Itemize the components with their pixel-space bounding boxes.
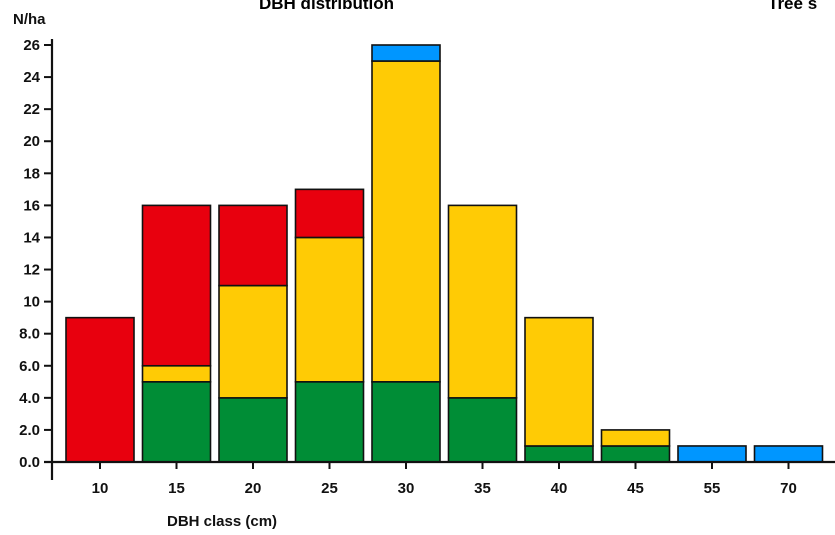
bar-segment-40-1 [524,316,594,447]
bar-segment-20-0 [218,397,288,463]
bar-segment-40-0 [524,445,594,463]
x-tick-label: 25 [321,480,338,497]
y-tick-label: 6.0 [19,358,40,375]
bar-segment-45-1 [600,429,671,447]
bar-segment-15-2 [141,204,212,367]
x-tick-label: 45 [627,480,644,497]
y-tick-label: 8.0 [19,326,40,343]
y-tick-label: 22 [23,101,40,118]
bar-segment-35-0 [447,397,518,463]
y-tick-label: 2.0 [19,422,40,439]
bar-segment-55-3 [677,445,747,463]
bar-segment-45-0 [600,445,671,463]
x-tick-label: 35 [474,480,491,497]
y-tick-label: 12 [23,262,40,279]
bar-segment-70-3 [753,445,824,463]
y-tick-label: 14 [23,229,40,246]
y-tick-label: 20 [23,133,40,150]
y-tick-label: 10 [23,294,40,311]
bar-segment-30-3 [371,44,441,62]
y-tick-label: 4.0 [19,390,40,407]
bar-segment-15-1 [141,364,212,383]
side-chart-title: Tree s [768,0,818,13]
bar-segment-35-1 [447,204,518,399]
y-tick-label: 18 [23,165,40,182]
x-axis-title: DBH class (cm) [167,513,277,530]
bar-segment-25-2 [294,188,365,239]
x-tick-label: 15 [168,480,185,497]
y-axis-unit-label: N/ha [13,11,46,28]
chart-title: DBH distribution [259,0,395,13]
bar-segment-10-2 [65,316,135,463]
y-tick-label: 26 [23,37,40,54]
y-tick-label: 0.0 [19,454,40,471]
x-tick-label: 30 [398,480,415,497]
y-tick-label: 16 [23,197,40,214]
bar-segment-25-0 [294,381,365,463]
x-tick-label: 10 [92,480,109,497]
x-tick-label: 70 [780,480,797,497]
x-tick-label: 40 [551,480,568,497]
bar-segment-30-1 [371,60,441,383]
x-tick-label: 20 [245,480,262,497]
x-tick-label: 55 [704,480,721,497]
bar-segment-20-1 [218,284,288,399]
y-tick-label: 24 [23,69,40,86]
bar-segment-25-1 [294,236,365,383]
bar-segment-30-0 [371,381,441,463]
bar-segment-20-2 [218,204,288,287]
bar-segment-15-0 [141,381,212,463]
